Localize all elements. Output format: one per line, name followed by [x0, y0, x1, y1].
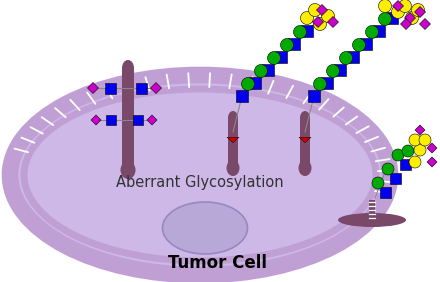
Circle shape [301, 12, 313, 25]
Polygon shape [133, 115, 143, 125]
Circle shape [378, 0, 392, 12]
Polygon shape [316, 5, 327, 16]
Polygon shape [360, 38, 372, 50]
Text: Aberrant Glycosylation: Aberrant Glycosylation [116, 175, 284, 190]
Polygon shape [386, 12, 398, 24]
Circle shape [242, 78, 254, 91]
Polygon shape [308, 90, 320, 102]
Polygon shape [427, 143, 437, 153]
Ellipse shape [298, 160, 312, 176]
Polygon shape [379, 186, 391, 197]
Polygon shape [321, 77, 333, 89]
Circle shape [409, 134, 421, 146]
Circle shape [293, 25, 307, 39]
Ellipse shape [228, 111, 238, 125]
Ellipse shape [338, 213, 406, 227]
Polygon shape [400, 158, 411, 169]
Circle shape [326, 65, 340, 78]
Circle shape [402, 145, 414, 157]
Polygon shape [301, 25, 313, 37]
Polygon shape [249, 77, 261, 89]
Ellipse shape [162, 202, 247, 254]
Circle shape [313, 17, 326, 30]
Circle shape [382, 163, 394, 175]
Polygon shape [88, 83, 99, 94]
Polygon shape [105, 83, 115, 94]
Circle shape [372, 177, 384, 189]
Polygon shape [136, 83, 147, 94]
Circle shape [378, 12, 392, 25]
Polygon shape [415, 125, 425, 135]
Circle shape [392, 149, 404, 161]
Ellipse shape [227, 160, 239, 176]
Polygon shape [392, 1, 403, 12]
Circle shape [308, 3, 322, 17]
Polygon shape [414, 6, 425, 17]
Polygon shape [404, 12, 415, 23]
Circle shape [322, 10, 334, 23]
Polygon shape [227, 137, 239, 143]
Polygon shape [389, 173, 400, 184]
Polygon shape [334, 64, 346, 76]
Ellipse shape [300, 111, 310, 125]
Circle shape [281, 39, 293, 52]
Polygon shape [419, 19, 430, 30]
Polygon shape [327, 17, 338, 28]
Circle shape [352, 39, 366, 52]
Polygon shape [299, 137, 311, 143]
Circle shape [340, 52, 352, 65]
Circle shape [411, 3, 425, 17]
Ellipse shape [15, 80, 385, 270]
Circle shape [414, 144, 426, 156]
Polygon shape [347, 51, 359, 63]
Ellipse shape [122, 60, 134, 76]
Polygon shape [91, 115, 101, 125]
Circle shape [399, 0, 411, 12]
Circle shape [419, 134, 431, 146]
Polygon shape [106, 115, 116, 125]
Polygon shape [369, 200, 375, 222]
Circle shape [313, 78, 326, 91]
Polygon shape [288, 38, 300, 50]
Circle shape [366, 25, 378, 39]
Polygon shape [300, 118, 310, 168]
Circle shape [268, 52, 281, 65]
Circle shape [392, 6, 404, 19]
Polygon shape [427, 157, 437, 167]
Polygon shape [122, 68, 134, 170]
Text: Tumor Cell: Tumor Cell [169, 254, 268, 272]
Polygon shape [147, 115, 157, 125]
Circle shape [409, 156, 421, 168]
Polygon shape [312, 17, 323, 28]
Polygon shape [275, 51, 287, 63]
Polygon shape [373, 25, 385, 37]
Ellipse shape [121, 161, 136, 179]
Polygon shape [236, 90, 248, 102]
Polygon shape [150, 83, 161, 94]
Polygon shape [228, 118, 238, 168]
Polygon shape [400, 19, 411, 30]
Circle shape [254, 65, 268, 78]
Circle shape [406, 12, 418, 25]
Polygon shape [262, 64, 274, 76]
